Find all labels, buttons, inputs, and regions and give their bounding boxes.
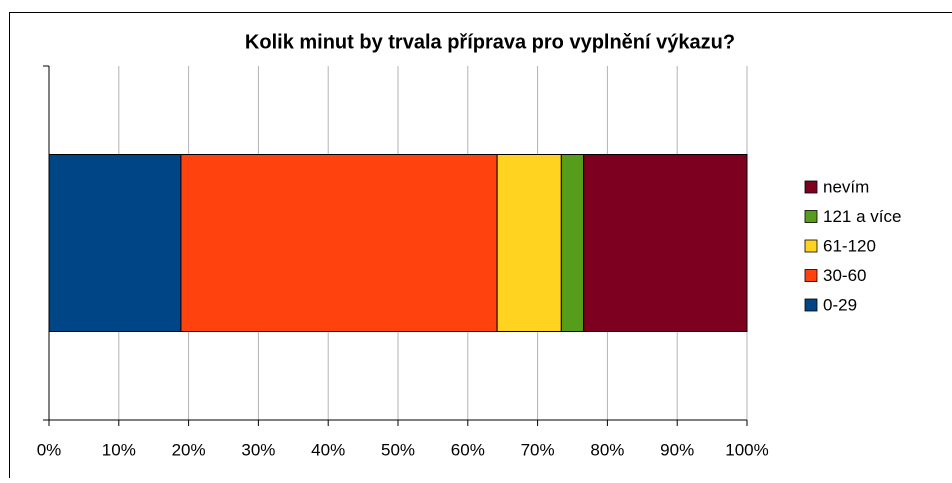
- x-tick-label: 80%: [590, 440, 624, 459]
- x-tick-label: 60%: [451, 440, 485, 459]
- legend-swatch: [805, 240, 817, 252]
- x-tick-label: 30%: [241, 440, 275, 459]
- x-tick-label: 0%: [37, 440, 62, 459]
- x-tick-label: 50%: [381, 440, 415, 459]
- legend-swatch: [805, 211, 817, 223]
- bar-segment: [561, 155, 583, 332]
- legend-swatch: [805, 181, 817, 193]
- x-tick-label: 90%: [660, 440, 694, 459]
- bar-segment: [584, 155, 747, 332]
- legend-label: 121 a více: [823, 207, 901, 226]
- x-tick-label: 10%: [102, 440, 136, 459]
- bar-segment: [49, 155, 181, 332]
- legend-label: 0-29: [823, 295, 857, 314]
- x-tick-label: 70%: [521, 440, 555, 459]
- legend-label: nevím: [823, 177, 869, 196]
- bar-segment: [181, 155, 497, 332]
- legend-label: 30-60: [823, 266, 866, 285]
- x-tick-label: 40%: [311, 440, 345, 459]
- legend-swatch: [805, 299, 817, 311]
- legend-swatch: [805, 270, 817, 282]
- chart-title: Kolik minut by trvala příprava pro vypln…: [245, 31, 735, 53]
- x-tick-label: 20%: [172, 440, 206, 459]
- legend-label: 61-120: [823, 236, 876, 255]
- bar-segment: [497, 155, 561, 332]
- x-tick-label: 100%: [725, 440, 768, 459]
